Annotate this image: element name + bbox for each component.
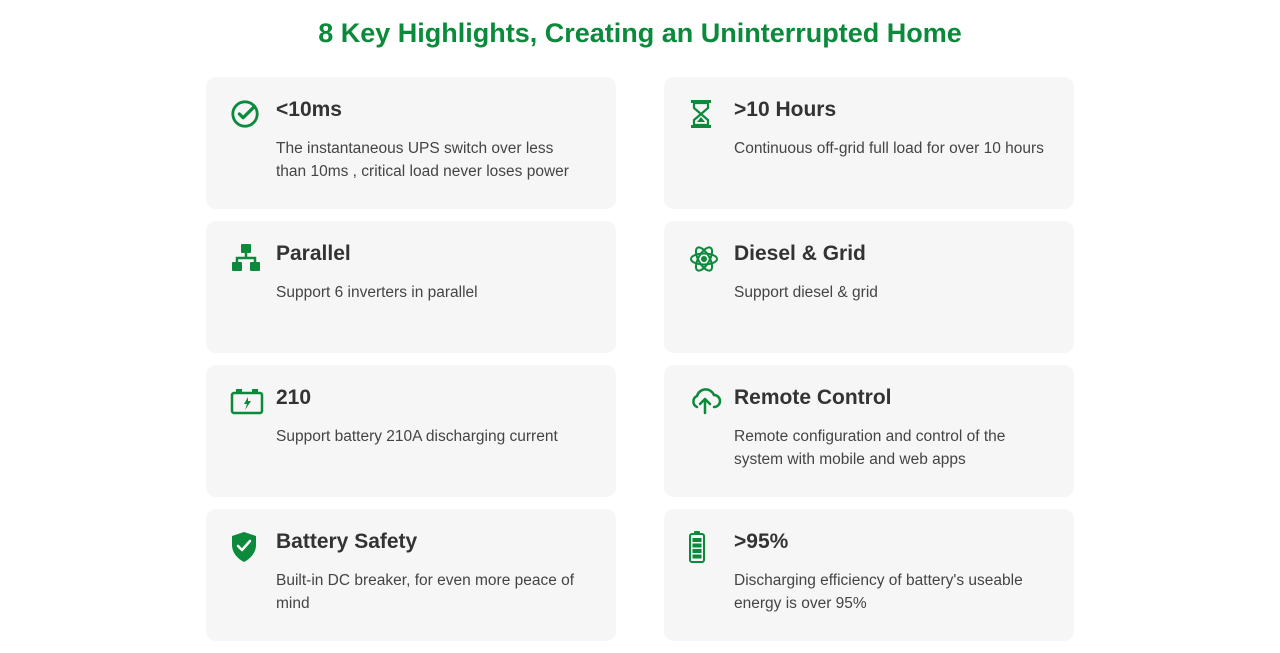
card-heading: >10 Hours	[734, 97, 1050, 122]
card-desc: Built-in DC breaker, for even more peace…	[276, 570, 586, 615]
shield-check-icon	[230, 529, 266, 563]
card-heading: Remote Control	[734, 385, 1050, 410]
card-desc: Discharging efficiency of battery's usea…	[734, 570, 1044, 615]
card-desc: Support battery 210A discharging current	[276, 426, 586, 448]
card-remote: Remote Control Remote configuration and …	[664, 365, 1074, 497]
card-desc: Support 6 inverters in parallel	[276, 282, 586, 304]
cards-grid: <10ms The instantaneous UPS switch over …	[0, 77, 1280, 641]
card-desc: Support diesel & grid	[734, 282, 1044, 304]
card-diesel-grid: Diesel & Grid Support diesel & grid	[664, 221, 1074, 353]
card-ups-switch: <10ms The instantaneous UPS switch over …	[206, 77, 616, 209]
card-heading: Diesel & Grid	[734, 241, 1050, 266]
hierarchy-icon	[230, 241, 266, 273]
battery-box-icon	[230, 385, 266, 415]
card-heading: Battery Safety	[276, 529, 592, 554]
battery-level-icon	[688, 529, 724, 563]
card-desc: Remote configuration and control of the …	[734, 426, 1044, 471]
card-heading: >95%	[734, 529, 1050, 554]
card-desc: The instantaneous UPS switch over less t…	[276, 138, 586, 183]
card-210: 210 Support battery 210A discharging cur…	[206, 365, 616, 497]
cloud-upload-icon	[688, 385, 724, 415]
card-parallel: Parallel Support 6 inverters in parallel	[206, 221, 616, 353]
card-safety: Battery Safety Built-in DC breaker, for …	[206, 509, 616, 641]
card-hours: >10 Hours Continuous off-grid full load …	[664, 77, 1074, 209]
card-heading: Parallel	[276, 241, 592, 266]
card-heading: 210	[276, 385, 592, 410]
hourglass-icon	[688, 97, 724, 129]
card-desc: Continuous off-grid full load for over 1…	[734, 138, 1044, 160]
card-efficiency: >95% Discharging efficiency of battery's…	[664, 509, 1074, 641]
page-title: 8 Key Highlights, Creating an Uninterrup…	[0, 18, 1280, 49]
card-heading: <10ms	[276, 97, 592, 122]
highlights-section: 8 Key Highlights, Creating an Uninterrup…	[0, 0, 1280, 641]
speedometer-icon	[230, 97, 266, 129]
atom-icon	[688, 241, 724, 275]
